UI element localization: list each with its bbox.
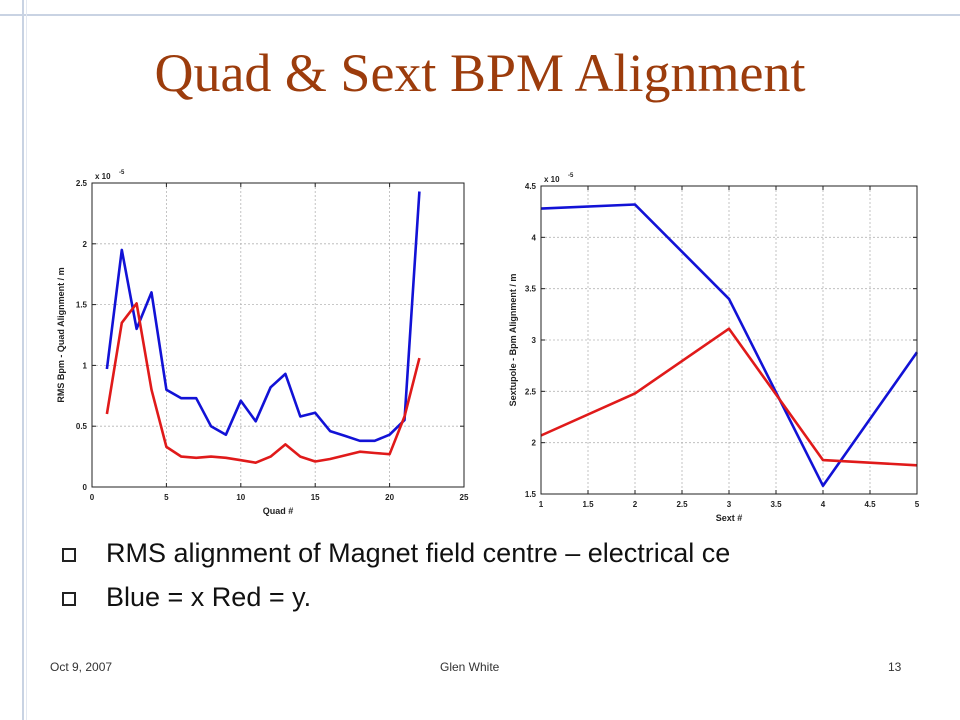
x-tick-label: 5 xyxy=(164,493,169,502)
footer-date: Oct 9, 2007 xyxy=(50,660,113,674)
square-bullet-icon xyxy=(62,592,76,606)
x-tick-label: 5 xyxy=(915,500,920,509)
y-tick-label: 4 xyxy=(532,233,537,242)
x-tick-label: 4 xyxy=(821,500,826,509)
slide-frame-top xyxy=(0,14,960,16)
y-axis-label: RMS Bpm - Quad Alignment / m xyxy=(56,267,66,402)
y-tick-label: 0.5 xyxy=(76,422,88,431)
x-tick-label: 3 xyxy=(727,500,732,509)
bullet-text: Blue = x Red = y. xyxy=(106,582,312,612)
y-tick-label: 3 xyxy=(532,336,537,345)
x-axis-label: Quad # xyxy=(263,506,294,516)
bullet-text: RMS alignment of Magnet field centre – e… xyxy=(106,538,731,568)
axis-multiplier: x 10 xyxy=(544,175,560,184)
plot-area xyxy=(92,183,464,487)
axis-multiplier: x 10 xyxy=(95,172,111,181)
y-tick-label: 4.5 xyxy=(525,182,537,191)
y-tick-label: 3.5 xyxy=(525,285,537,294)
y-axis-label: Sextupole - Bpm Alignment / m xyxy=(508,274,518,407)
series-line-red xyxy=(105,302,421,465)
x-axis-label: Sext # xyxy=(716,513,743,523)
footer-page-number: 13 xyxy=(888,660,902,674)
x-tick-label: 10 xyxy=(236,493,245,502)
y-tick-label: 1 xyxy=(83,361,88,370)
series-line-red xyxy=(540,327,918,467)
series-line-blue xyxy=(540,203,919,488)
bullet-item: RMS alignment of Magnet field centre – e… xyxy=(62,534,960,578)
x-tick-label: 3.5 xyxy=(770,500,782,509)
slide-frame-left-inner xyxy=(26,0,27,720)
axis-multiplier-exponent: -5 xyxy=(119,170,125,176)
x-tick-label: 2 xyxy=(633,500,638,509)
y-tick-label: 1.5 xyxy=(76,301,88,310)
slide-title: Quad & Sext BPM Alignment xyxy=(154,43,806,103)
x-tick-label: 1.5 xyxy=(582,500,594,509)
y-tick-label: 2.5 xyxy=(525,387,537,396)
series-line-blue xyxy=(105,191,421,443)
y-tick-label: 0 xyxy=(83,483,88,492)
x-tick-label: 0 xyxy=(90,493,95,502)
y-tick-label: 2 xyxy=(83,240,88,249)
square-bullet-icon xyxy=(62,548,76,562)
y-tick-label: 2 xyxy=(532,439,537,448)
bullet-item: Blue = x Red = y. xyxy=(62,578,960,622)
x-tick-label: 1 xyxy=(539,500,544,509)
x-tick-label: 25 xyxy=(460,493,469,502)
bullet-list: RMS alignment of Magnet field centre – e… xyxy=(62,534,960,622)
y-tick-label: 1.5 xyxy=(525,490,537,499)
footer-author: Glen White xyxy=(440,660,500,674)
x-tick-label: 20 xyxy=(385,493,394,502)
x-tick-label: 4.5 xyxy=(864,500,876,509)
axes-box xyxy=(91,182,465,488)
slide-frame-left xyxy=(22,0,24,720)
axis-multiplier-exponent: -5 xyxy=(568,173,574,179)
x-tick-label: 15 xyxy=(311,493,320,502)
x-tick-label: 2.5 xyxy=(676,500,688,509)
y-tick-label: 2.5 xyxy=(76,179,88,188)
